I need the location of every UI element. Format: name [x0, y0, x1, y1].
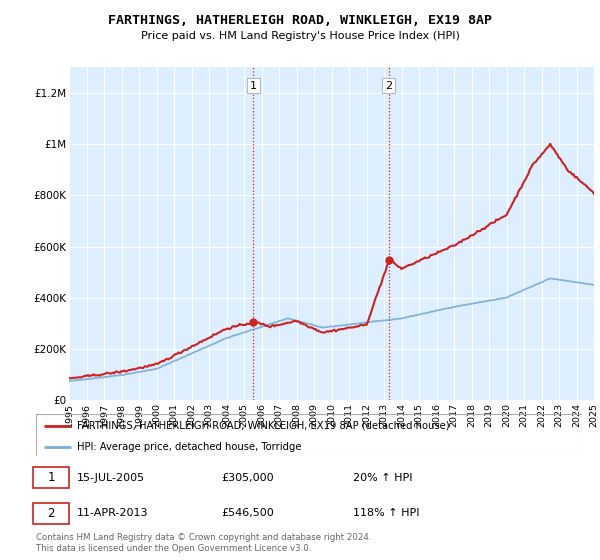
Text: 2: 2: [47, 507, 55, 520]
Text: Price paid vs. HM Land Registry's House Price Index (HPI): Price paid vs. HM Land Registry's House …: [140, 31, 460, 41]
Text: 1: 1: [250, 81, 257, 91]
Text: 20% ↑ HPI: 20% ↑ HPI: [353, 473, 412, 483]
Text: 118% ↑ HPI: 118% ↑ HPI: [353, 508, 419, 518]
Text: FARTHINGS, HATHERLEIGH ROAD, WINKLEIGH, EX19 8AP (detached house): FARTHINGS, HATHERLEIGH ROAD, WINKLEIGH, …: [77, 421, 449, 431]
Text: 2: 2: [385, 81, 392, 91]
FancyBboxPatch shape: [33, 467, 69, 488]
Text: FARTHINGS, HATHERLEIGH ROAD, WINKLEIGH, EX19 8AP: FARTHINGS, HATHERLEIGH ROAD, WINKLEIGH, …: [108, 14, 492, 27]
Text: 11-APR-2013: 11-APR-2013: [77, 508, 148, 518]
Text: £546,500: £546,500: [221, 508, 274, 518]
Text: £305,000: £305,000: [221, 473, 274, 483]
FancyBboxPatch shape: [33, 503, 69, 524]
Text: Contains HM Land Registry data © Crown copyright and database right 2024.
This d: Contains HM Land Registry data © Crown c…: [36, 533, 371, 553]
Text: 15-JUL-2005: 15-JUL-2005: [77, 473, 145, 483]
Text: 1: 1: [47, 471, 55, 484]
Text: HPI: Average price, detached house, Torridge: HPI: Average price, detached house, Torr…: [77, 442, 301, 452]
